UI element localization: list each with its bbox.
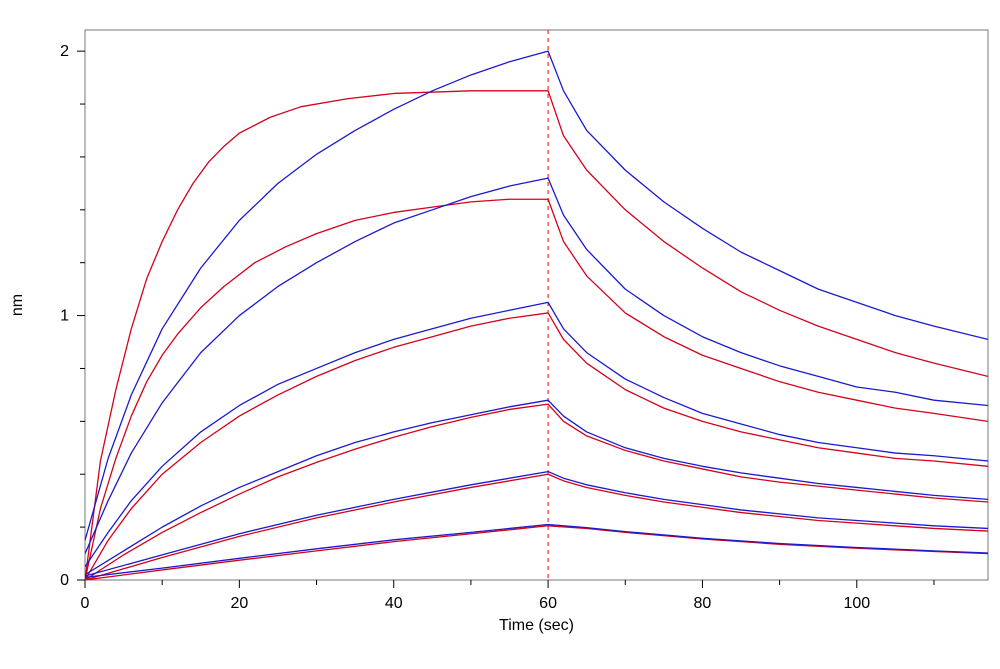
y-axis-label: nm [9, 294, 26, 316]
x-tick-label: 0 [81, 595, 90, 612]
x-tick-label: 20 [230, 595, 248, 612]
y-tick-label: 0 [60, 572, 69, 589]
x-tick-label: 80 [694, 595, 712, 612]
chart-svg: 0 20 40 60 80 100 Time (sec) 0 1 2 nm [0, 0, 1000, 669]
x-axis-label: Time (sec) [499, 617, 574, 634]
x-tick-label: 100 [843, 595, 870, 612]
y-tick-label: 1 [60, 308, 69, 325]
sensorgram-chart: 0 20 40 60 80 100 Time (sec) 0 1 2 nm [0, 0, 1000, 669]
y-tick-label: 2 [60, 43, 69, 60]
x-tick-label: 40 [385, 595, 403, 612]
x-tick-label: 60 [539, 595, 557, 612]
